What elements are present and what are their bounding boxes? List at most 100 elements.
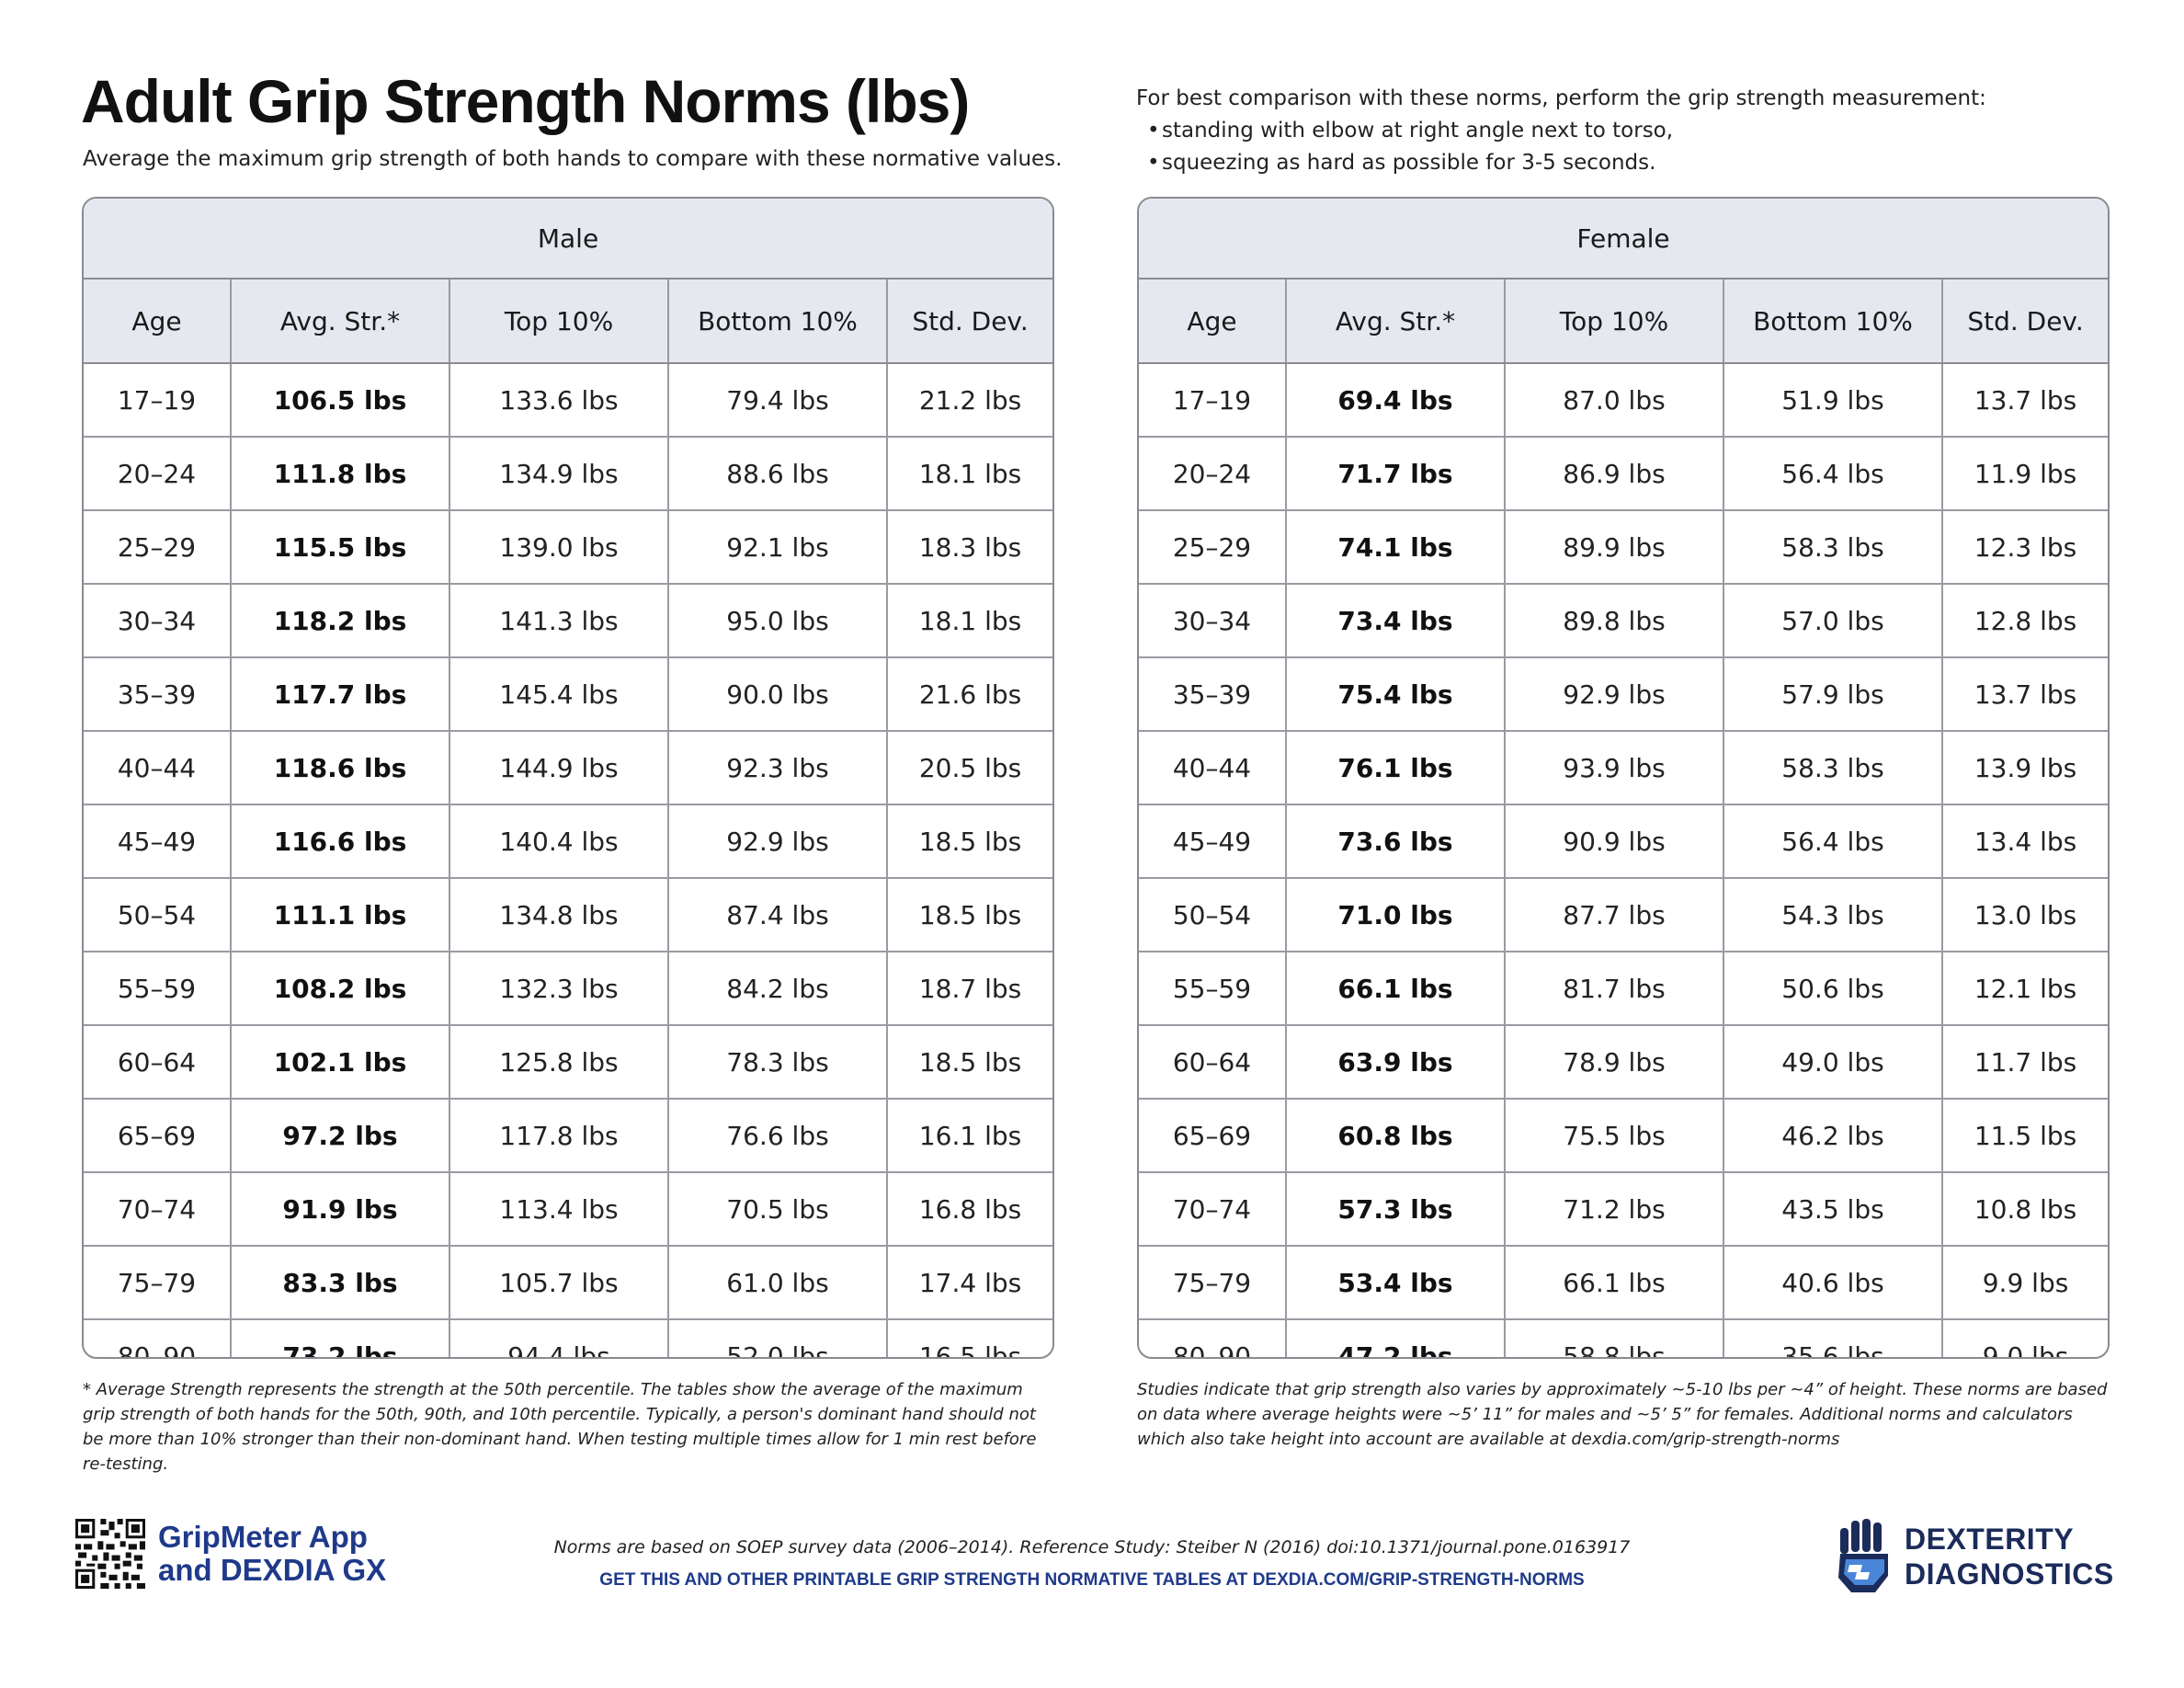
dexterity-brand: DEXTERITY DIAGNOSTICS	[1835, 1519, 2114, 1594]
bottom-10-cell: 56.4 lbs	[1723, 804, 1943, 879]
std-dev-cell: 18.5 lbs	[887, 1025, 1052, 1100]
bottom-10-cell: 79.4 lbs	[668, 363, 888, 438]
std-dev-cell: 18.1 lbs	[887, 437, 1052, 511]
qr-code-icon	[75, 1519, 145, 1589]
std-dev-cell: 9.9 lbs	[1942, 1246, 2108, 1320]
table-row: 60–64 102.1 lbs 125.8 lbs 78.3 lbs 18.5 lbs	[84, 1025, 1052, 1100]
avg-strength-cell: 118.2 lbs	[231, 584, 450, 658]
age-cell: 55–59	[1139, 952, 1287, 1026]
table-row: 25–29 115.5 lbs 139.0 lbs 92.1 lbs 18.3 lbs	[84, 510, 1052, 585]
bottom-10-cell: 50.6 lbs	[1723, 952, 1943, 1026]
age-cell: 40–44	[1139, 731, 1287, 805]
top-10-cell: 105.7 lbs	[449, 1246, 669, 1320]
std-dev-cell: 13.7 lbs	[1942, 363, 2108, 438]
top-10-cell: 133.6 lbs	[449, 363, 669, 438]
avg-strength-cell: 69.4 lbs	[1286, 363, 1506, 438]
bottom-10-cell: 54.3 lbs	[1723, 878, 1943, 952]
std-dev-cell: 13.9 lbs	[1942, 731, 2108, 805]
avg-strength-cell: 83.3 lbs	[231, 1246, 450, 1320]
avg-strength-cell: 57.3 lbs	[1286, 1172, 1506, 1247]
female-table: Female Age Avg. Str.* Top 10% Bottom 10%…	[1139, 199, 2108, 1357]
avg-strength-cell: 63.9 lbs	[1286, 1025, 1506, 1100]
table-row: 50–54 71.0 lbs 87.7 lbs 54.3 lbs 13.0 lbs	[1139, 878, 2108, 952]
bottom-10-cell: 35.6 lbs	[1723, 1319, 1943, 1357]
table-row: 17–19 69.4 lbs 87.0 lbs 51.9 lbs 13.7 lbs	[1139, 363, 2108, 438]
age-cell: 70–74	[1139, 1172, 1287, 1247]
std-dev-cell: 18.7 lbs	[887, 952, 1052, 1026]
top-10-cell: 145.4 lbs	[449, 657, 669, 732]
table-row: 75–79 83.3 lbs 105.7 lbs 61.0 lbs 17.4 lbs	[84, 1246, 1052, 1320]
age-cell: 25–29	[1139, 510, 1287, 585]
top-10-cell: 58.8 lbs	[1505, 1319, 1724, 1357]
bottom-10-cell: 70.5 lbs	[668, 1172, 888, 1247]
gripmeter-brand: GripMeter App and DEXDIA GX	[75, 1519, 386, 1589]
column-header-bottom: Bottom 10%	[668, 279, 888, 364]
bottom-10-cell: 88.6 lbs	[668, 437, 888, 511]
download-cta: GET THIS AND OTHER PRINTABLE GRIP STRENG…	[599, 1570, 1585, 1590]
top-10-cell: 132.3 lbs	[449, 952, 669, 1026]
std-dev-cell: 20.5 lbs	[887, 731, 1052, 805]
page-subtitle: Average the maximum grip strength of bot…	[83, 147, 1063, 171]
age-cell: 80–90	[84, 1319, 232, 1357]
table-row: 65–69 60.8 lbs 75.5 lbs 46.2 lbs 11.5 lbs	[1139, 1099, 2108, 1173]
column-header-age: Age	[1139, 279, 1287, 364]
column-header-top: Top 10%	[1505, 279, 1724, 364]
bottom-10-cell: 57.0 lbs	[1723, 584, 1943, 658]
std-dev-cell: 13.4 lbs	[1942, 804, 2108, 879]
age-cell: 20–24	[84, 437, 232, 511]
top-10-cell: 81.7 lbs	[1505, 952, 1724, 1026]
top-10-cell: 139.0 lbs	[449, 510, 669, 585]
table-row: 40–44 76.1 lbs 93.9 lbs 58.3 lbs 13.9 lbs	[1139, 731, 2108, 805]
table-row: 20–24 71.7 lbs 86.9 lbs 56.4 lbs 11.9 lbs	[1139, 437, 2108, 511]
male-group-header: Male	[84, 199, 1052, 279]
top-10-cell: 134.9 lbs	[449, 437, 669, 511]
avg-strength-cell: 76.1 lbs	[1286, 731, 1506, 805]
std-dev-cell: 12.3 lbs	[1942, 510, 2108, 585]
std-dev-cell: 16.8 lbs	[887, 1172, 1052, 1247]
table-row: 50–54 111.1 lbs 134.8 lbs 87.4 lbs 18.5 lbs	[84, 878, 1052, 952]
bottom-10-cell: 57.9 lbs	[1723, 657, 1943, 732]
std-dev-cell: 11.5 lbs	[1942, 1099, 2108, 1173]
std-dev-cell: 12.8 lbs	[1942, 584, 2108, 658]
table-row: 30–34 73.4 lbs 89.8 lbs 57.0 lbs 12.8 lbs	[1139, 584, 2108, 658]
instruction-item: squeezing as hard as possible for 3-5 se…	[1136, 147, 1986, 179]
column-header-avg: Avg. Str.*	[1286, 279, 1506, 364]
std-dev-cell: 18.5 lbs	[887, 804, 1052, 879]
top-10-cell: 140.4 lbs	[449, 804, 669, 879]
top-10-cell: 94.4 lbs	[449, 1319, 669, 1357]
brand-line: GripMeter App	[158, 1520, 368, 1554]
male-column-headers: Age Avg. Str.* Top 10% Bottom 10% Std. D…	[84, 279, 1052, 364]
avg-strength-cell: 102.1 lbs	[231, 1025, 450, 1100]
avg-strength-cell: 74.1 lbs	[1286, 510, 1506, 585]
std-dev-cell: 10.8 lbs	[1942, 1172, 2108, 1247]
gripmeter-brand-text: GripMeter App and DEXDIA GX	[158, 1521, 386, 1587]
bottom-10-cell: 56.4 lbs	[1723, 437, 1943, 511]
bottom-10-cell: 90.0 lbs	[668, 657, 888, 732]
bottom-10-cell: 92.9 lbs	[668, 804, 888, 879]
avg-strength-cell: 116.6 lbs	[231, 804, 450, 879]
bottom-10-cell: 61.0 lbs	[668, 1246, 888, 1320]
avg-strength-cell: 91.9 lbs	[231, 1172, 450, 1247]
column-header-top: Top 10%	[449, 279, 669, 364]
table-row: 17–19 106.5 lbs 133.6 lbs 79.4 lbs 21.2 lbs	[84, 363, 1052, 438]
top-10-cell: 78.9 lbs	[1505, 1025, 1724, 1100]
table-row: 35–39 75.4 lbs 92.9 lbs 57.9 lbs 13.7 lbs	[1139, 657, 2108, 732]
avg-strength-cell: 73.4 lbs	[1286, 584, 1506, 658]
hand-logo-icon	[1838, 1519, 1888, 1592]
table-row: 55–59 108.2 lbs 132.3 lbs 84.2 lbs 18.7 lbs	[84, 952, 1052, 1026]
bottom-10-cell: 51.9 lbs	[1723, 363, 1943, 438]
bottom-10-cell: 84.2 lbs	[668, 952, 888, 1026]
brand-line: DEXTERITY	[1905, 1523, 2075, 1556]
avg-strength-cell: 71.7 lbs	[1286, 437, 1506, 511]
avg-strength-cell: 71.0 lbs	[1286, 878, 1506, 952]
table-row: 80–90 47.2 lbs 58.8 lbs 35.6 lbs 9.0 lbs	[1139, 1319, 2108, 1357]
top-10-cell: 90.9 lbs	[1505, 804, 1724, 879]
avg-strength-cell: 66.1 lbs	[1286, 952, 1506, 1026]
age-cell: 40–44	[84, 731, 232, 805]
male-footnote: * Average Strength represents the streng…	[83, 1380, 1037, 1474]
std-dev-cell: 16.1 lbs	[887, 1099, 1052, 1173]
table-row: 70–74 91.9 lbs 113.4 lbs 70.5 lbs 16.8 lbs	[84, 1172, 1052, 1247]
age-cell: 25–29	[84, 510, 232, 585]
age-cell: 60–64	[84, 1025, 232, 1100]
age-cell: 75–79	[1139, 1246, 1287, 1320]
